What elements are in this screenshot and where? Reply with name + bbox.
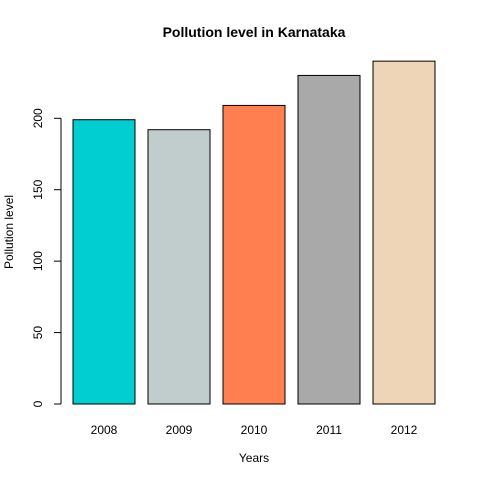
y-axis: 0 50 100 150 200: [31, 108, 62, 407]
x-tick-label: 2012: [391, 423, 418, 437]
y-tick-label: 150: [31, 179, 45, 199]
x-tick-label: 2011: [316, 423, 342, 437]
bar-2011: [297, 74, 361, 405]
y-axis-label: Pollution level: [2, 195, 16, 269]
y-tick-label: 0: [31, 400, 45, 407]
y-tick-label: 100: [31, 251, 45, 271]
x-tick-labels: 2008 2009 2010 2011 2012: [91, 423, 418, 437]
chart-title: Pollution level in Karnataka: [163, 24, 346, 40]
y-tick-label: 200: [31, 108, 45, 128]
bar-2012: [372, 60, 436, 405]
x-tick-label: 2009: [166, 423, 193, 437]
x-tick-label: 2008: [91, 423, 118, 437]
x-tick-label: 2010: [241, 423, 268, 437]
bar-2009: [147, 129, 211, 405]
bar-2010: [222, 104, 286, 405]
bars-group: [72, 60, 436, 405]
bar-2008: [72, 119, 136, 405]
x-axis-label: Years: [239, 451, 269, 465]
y-tick-label: 50: [31, 326, 45, 340]
